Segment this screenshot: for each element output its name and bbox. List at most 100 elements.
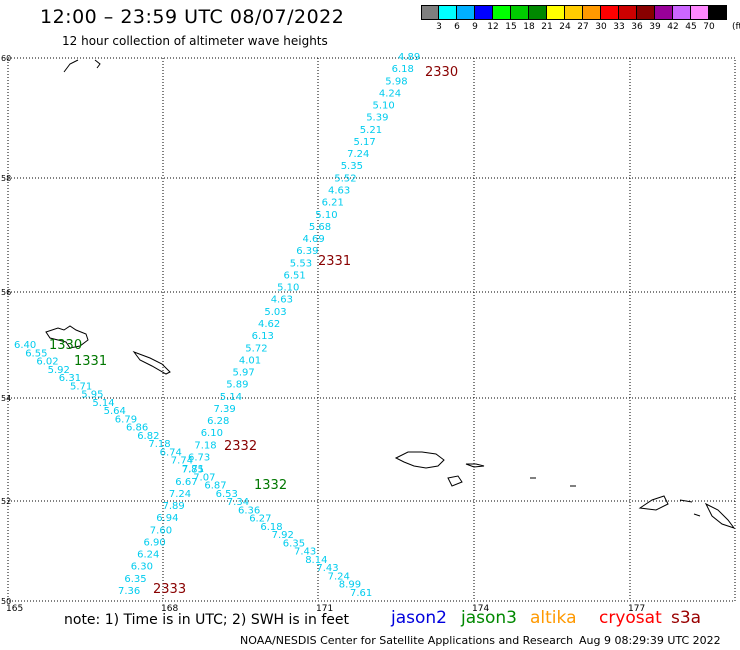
wave-height-value: 5.64 [104,406,126,417]
legend-swatch [529,5,547,20]
wave-height-value: 5.89 [226,380,248,391]
legend-label: 12 [487,22,499,32]
pass-time-label: 2331 [318,254,351,269]
legend-label: 39 [649,22,661,32]
satellite-name: s3a [671,608,702,628]
wave-height-value: 6.53 [216,489,238,500]
wave-height-value: 6.90 [144,538,166,549]
wave-height-value: 7.60 [150,525,172,536]
wave-height-value: 8.14 [305,555,327,566]
legend-label: 15 [505,22,517,32]
legend-label: 9 [472,22,478,32]
pass-time-label: 2330 [425,65,458,80]
wave-height-value: 7.39 [214,404,236,415]
longitude-tick-label: 165 [6,604,23,614]
wave-height-value: 5.53 [290,258,312,269]
legend-swatch [709,5,727,20]
legend-label: 21 [541,22,553,32]
wave-height-value: 6.10 [201,428,223,439]
wave-height-value: 5.14 [92,398,114,409]
wave-height-value: 7.89 [163,501,185,512]
coastline-umnak [132,350,171,375]
legend-label: 24 [559,22,571,32]
wave-height-value: 7.24 [347,149,369,160]
wave-height-value: 6.28 [207,416,229,427]
wave-height-value: 5.52 [334,173,356,184]
wave-height-value: 6.55 [25,348,47,359]
legend-swatch [619,5,637,20]
coastline-north-left [63,59,101,73]
legend-unit-label: (ft) [732,22,740,32]
wave-height-value: 6.87 [204,481,226,492]
wave-height-value: 4.63 [328,186,350,197]
coastline-islands-far-east [638,495,736,529]
coastline-islet-1 [465,463,485,468]
legend-swatch [493,5,511,20]
wave-height-value: 6.30 [131,562,153,573]
wave-height-value: 6.94 [156,513,178,524]
legend-label: 3 [436,22,442,32]
wave-height-value: 5.10 [315,210,337,221]
wave-height-value: 8.99 [339,580,361,591]
wave-height-value: 6.35 [283,538,305,549]
wave-height-value: 7.36 [118,586,140,597]
legend-label: 42 [667,22,679,32]
legend-label: 36 [631,22,643,32]
wave-height-value: 6.73 [188,453,210,464]
satellite-name: jason2 [391,608,447,628]
wave-height-value: 7.24 [169,489,191,500]
legend-swatch [565,5,583,20]
legend-label: 70 [703,22,715,32]
longitude-tick-label: 168 [161,604,178,614]
wave-height-value: 5.98 [385,76,407,87]
wave-height-value: 5.35 [341,161,363,172]
coastline-islands-east [394,451,445,469]
wave-height-value: 7.18 [194,440,216,451]
latitude-tick-label: 50 [1,597,11,606]
legend-label: 45 [685,22,697,32]
legend-label: 18 [523,22,535,32]
legend-swatch [655,5,673,20]
wave-height-value: 5.17 [354,137,376,148]
wave-height-value: 4.89 [398,52,420,63]
satellite-name: altika [530,608,577,628]
wave-height-value: 7.43 [316,563,338,574]
wave-height-value: 5.14 [220,392,242,403]
legend-label: 27 [577,22,589,32]
wave-height-value: 5.97 [233,368,255,379]
wave-height-value: 5.03 [264,307,286,318]
latitude-tick-label: 60 [1,54,11,63]
wave-height-value: 4.24 [379,88,401,99]
wave-height-value: 6.36 [238,505,260,516]
footer-note: note: 1) Time is in UTC; 2) SWH is in fe… [64,612,350,628]
wave-height-value: 6.40 [14,340,36,351]
wave-height-value: 4.62 [258,319,280,330]
latitude-tick-label: 52 [1,497,11,506]
latitude-tick-label: 54 [1,394,11,403]
graticule: 165 168 171 174 177 60 58 56 54 52 50 [1,54,735,614]
coastlines [45,59,736,529]
wave-height-value: 6.24 [137,550,159,561]
pass-time-label: 1331 [74,354,107,369]
legend-swatch [439,5,457,20]
legend-swatch [421,5,439,20]
legend-label: 30 [595,22,607,32]
wave-height-value: 7.24 [328,572,350,583]
pass-time-label: 1330 [49,338,82,353]
wave-height-value: 5.92 [48,365,70,376]
legend-swatch [547,5,565,20]
altimeter-tracks: 4.896.185.984.245.105.395.215.177.245.35… [14,52,420,599]
wave-height-value: 7.43 [294,547,316,558]
wave-height-value: 6.35 [124,574,146,585]
wave-height-value: 6.79 [115,414,137,425]
wave-height-value: 6.27 [249,514,271,525]
legend-label: 33 [613,22,625,32]
wave-height-value: 6.39 [296,246,318,257]
legend-swatch [475,5,493,20]
legend-swatch [691,5,709,20]
longitude-tick-label: 177 [628,604,645,614]
wave-height-value: 6.51 [284,271,306,282]
